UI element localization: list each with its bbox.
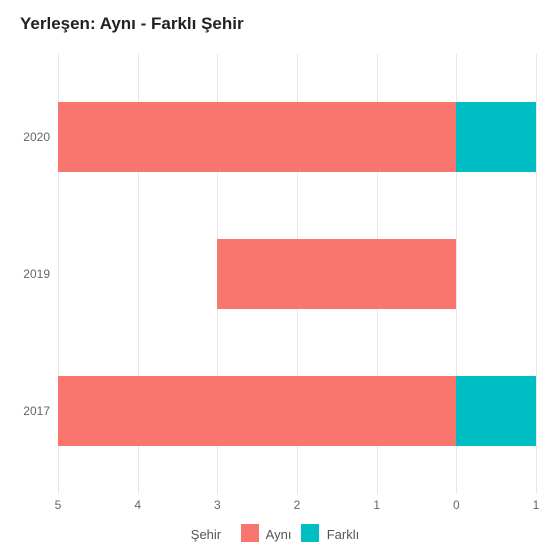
y-tick-label: 2020 bbox=[6, 130, 50, 144]
plot-area bbox=[58, 54, 536, 494]
legend-label-right: Farklı bbox=[327, 527, 360, 542]
x-tick-label: 3 bbox=[214, 498, 221, 512]
y-tick-label: 2017 bbox=[6, 404, 50, 418]
legend-swatch-left bbox=[241, 524, 259, 542]
bar-right bbox=[456, 102, 536, 172]
legend-label-left: Aynı bbox=[266, 527, 292, 542]
bar-left bbox=[58, 376, 456, 446]
x-tick-label: 1 bbox=[533, 498, 540, 512]
legend-swatch-right bbox=[301, 524, 319, 542]
x-tick-label: 2 bbox=[294, 498, 301, 512]
x-tick-label: 1 bbox=[373, 498, 380, 512]
bar-right bbox=[456, 376, 536, 446]
bar-left bbox=[217, 239, 456, 309]
x-tick-label: 0 bbox=[453, 498, 460, 512]
chart-title: Yerleşen: Aynı - Farklı Şehir bbox=[20, 14, 244, 34]
gridline bbox=[536, 54, 537, 494]
legend-title: Şehir bbox=[191, 527, 221, 542]
x-tick-label: 4 bbox=[134, 498, 141, 512]
legend: Şehir Aynı Farklı bbox=[0, 524, 550, 542]
y-tick-label: 2019 bbox=[6, 267, 50, 281]
x-tick-label: 5 bbox=[55, 498, 62, 512]
bar-left bbox=[58, 102, 456, 172]
